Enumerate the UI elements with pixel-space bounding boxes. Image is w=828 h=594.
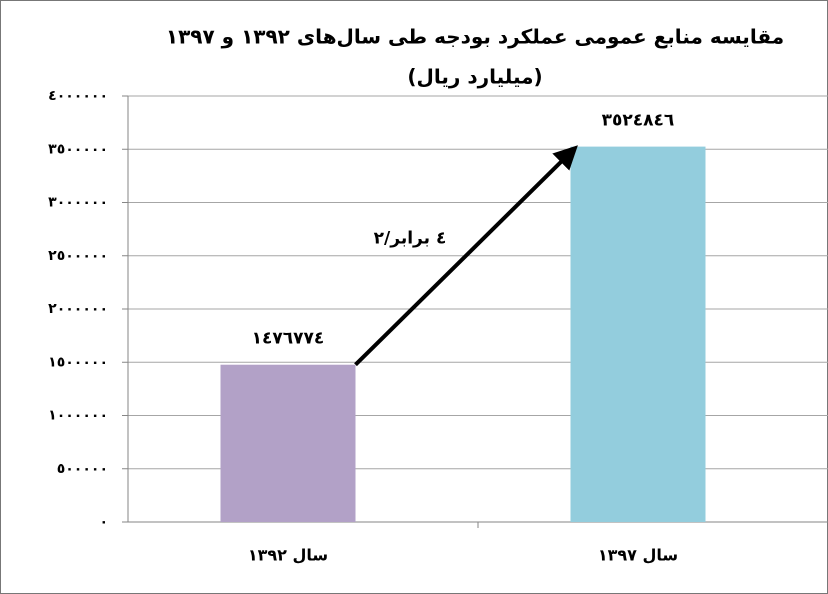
x-tick-label: سال ۱۳۹۷ bbox=[598, 546, 678, 565]
value-label: ١٤٧٦٧٧٤ bbox=[252, 329, 325, 349]
bar bbox=[570, 146, 706, 523]
y-tick-label: ٢٠٠٠٠٠٠ bbox=[48, 301, 108, 317]
y-tick-label: ٣٠٠٠٠٠٠ bbox=[48, 195, 108, 211]
arrow bbox=[354, 145, 578, 367]
y-tick-label: ٣٥٠٠٠٠٠ bbox=[48, 141, 108, 157]
value-label: ٣٥٢٤٨٤٦ bbox=[602, 111, 675, 131]
chart-subtitle: (میلیارد ریال) bbox=[407, 65, 542, 89]
annotation: ۲/٤ برابر bbox=[374, 229, 447, 249]
x-tick-label: سال ۱۳۹۲ bbox=[248, 546, 328, 565]
y-tick-label: ٤٠٠٠٠٠٠ bbox=[48, 88, 108, 104]
y-tick-label: ١٠٠٠٠٠٠ bbox=[48, 408, 108, 424]
y-tick-label: ٠ bbox=[99, 514, 108, 530]
y-tick-label: ١٥٠٠٠٠٠ bbox=[48, 354, 108, 370]
bar bbox=[220, 364, 356, 522]
y-tick-label: ٥٠٠٠٠٠ bbox=[57, 461, 108, 477]
chart-title: مقایسه منابع عمومی عملکرد بودجه طی سال‌ه… bbox=[166, 25, 784, 49]
y-tick-label: ٢٥٠٠٠٠٠ bbox=[48, 248, 108, 264]
